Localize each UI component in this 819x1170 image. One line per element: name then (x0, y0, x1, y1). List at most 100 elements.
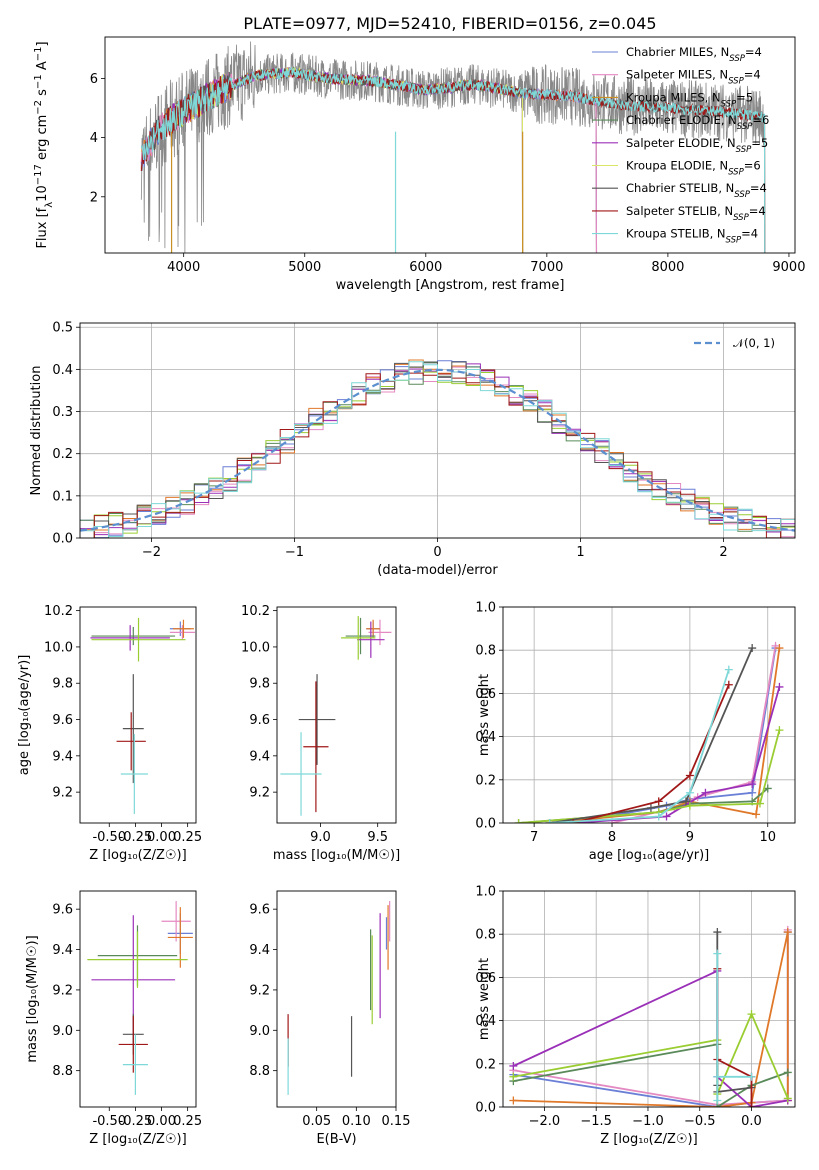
normal-curve (80, 368, 795, 532)
y-tick-label: 0.6 (475, 687, 496, 702)
x-tick-label: 0.25 (173, 1114, 202, 1129)
weight-marker (654, 797, 663, 806)
weight-marker (701, 788, 710, 797)
legend-label: Salpeter ELODIE, NSSP=5 (626, 136, 768, 155)
x-tick-label: 0.05 (302, 1114, 331, 1129)
y-tick-label: 0.4 (475, 730, 496, 745)
weight-marker (783, 1094, 792, 1103)
weight-marker (775, 644, 784, 653)
weight-marker (775, 726, 784, 735)
y-tick-label: 0.2 (475, 1057, 496, 1072)
weight-marker (514, 819, 523, 823)
x-axis-label: age [log₁₀(age/yr)] (589, 848, 710, 863)
x-axis-label: E(B-V) (316, 1132, 356, 1147)
weight-marker (545, 819, 554, 823)
y-tick-label: 1.0 (475, 885, 496, 900)
y-tick-label: 9.2 (52, 983, 73, 998)
legend-label: 𝒩(0, 1) (733, 336, 775, 350)
y-tick-label: 0.0 (475, 817, 496, 832)
panel-mass_vs_Z: -0.50-0.250.000.25 8.8 9.0 9.2 9.4 9.6 Z [log₁… (25, 890, 202, 1147)
errorbars (287, 901, 391, 1095)
weight-marker (783, 1068, 792, 1077)
x-tick-label: −1.5 (580, 1114, 612, 1129)
weight-marker (662, 812, 671, 821)
y-tick-label: 0.2 (475, 773, 496, 788)
weight-series (513, 929, 789, 1106)
panel-age_vs_mass: 9.0 9.5 9.2 9.4 9.6 9.8 10.0 10.2 mass [log₁₀(M/… (241, 604, 400, 863)
weight-marker (509, 1096, 518, 1105)
x-tick-label: -0.25 (119, 1114, 153, 1129)
panel-spectrum: 4000 5000 6000 7000 8000 9000 2 4 6 PLATE=0977, M… (33, 14, 806, 293)
x-tick-label: 5000 (288, 260, 321, 275)
weight-marker (724, 665, 733, 674)
x-tick-label: 0.10 (342, 1114, 371, 1129)
legend-label: Chabrier ELODIE, NSSP=6 (626, 113, 769, 132)
panel-mass_weight_age: 7 8 9 10 0.0 0.2 0.4 0.6 0.8 1.0 age [log₁₀(age/yr… (475, 601, 796, 863)
x-axis-label: wavelength [Angstrom, rest frame] (336, 278, 565, 293)
weight-series (572, 647, 777, 823)
y-tick-label: 9.4 (52, 749, 73, 764)
weight-series (513, 1043, 789, 1107)
weight-marker (747, 1072, 756, 1081)
y-tick-label: 9.8 (249, 677, 270, 692)
y-tick-label: 0.3 (52, 405, 73, 420)
x-tick-label: 6000 (409, 260, 442, 275)
panel-residuals: −2 −1 0 1 2 0.0 0.1 0.2 0.3 0.4 0.5 (data-model)/er… (29, 321, 796, 578)
weight-marker (685, 771, 694, 780)
weight-marker (747, 1103, 756, 1107)
panel-age_vs_Z: -0.50-0.250.000.25 9.2 9.4 9.6 9.8 10.0 10.2 Z … (17, 604, 202, 863)
y-tick-label: 0.0 (52, 532, 73, 547)
x-tick-label: -0.50 (92, 1114, 126, 1129)
panel-mass_vs_EBV: 0.05 0.10 0.15 8.8 9.0 9.2 9.4 9.6 E(B-V) (249, 890, 410, 1147)
y-tick-label: 9.2 (52, 786, 73, 801)
weight-series (513, 932, 789, 1107)
weight-lines (514, 641, 784, 823)
x-tick-label: 0 (433, 545, 441, 560)
y-tick-label: 9.6 (52, 903, 73, 918)
y-tick-label: 8.8 (249, 1064, 270, 1079)
x-tick-label: 9.5 (367, 830, 388, 845)
x-tick-label: 0.00 (147, 1114, 176, 1129)
legend-label: Chabrier STELIB, NSSP=4 (626, 181, 767, 200)
y-axis-label: mass [log₁₀(M/M☉)] (25, 935, 40, 1062)
weight-marker (654, 812, 663, 821)
legend-label: Chabrier MILES, NSSP=4 (626, 45, 762, 64)
x-tick-label: 9000 (772, 260, 805, 275)
legend-label: Salpeter MILES, NSSP=4 (626, 68, 761, 87)
chart-title: PLATE=0977, MJD=52410, FIBERID=0156, z=0… (243, 14, 656, 33)
x-tick-label: 8 (608, 830, 616, 845)
y-axis-label: Flux [fλ10−17 erg cm−2 s−1 A−1] (33, 41, 55, 248)
x-tick-label: 4000 (167, 260, 200, 275)
x-tick-label: −1 (285, 545, 304, 560)
y-tick-label: 9.6 (52, 713, 73, 728)
weight-marker (752, 810, 761, 819)
x-tick-label: 7 (530, 830, 538, 845)
x-tick-label: 0.0 (741, 1114, 762, 1129)
y-tick-label: 10.0 (44, 640, 73, 655)
y-tick-label: 8.8 (52, 1064, 73, 1079)
y-tick-label: 4 (90, 131, 98, 146)
weight-marker (569, 819, 578, 823)
errorbars (90, 617, 195, 814)
x-axis-label: mass [log₁₀(M/M☉)] (273, 848, 400, 863)
x-tick-label: 9 (686, 830, 694, 845)
x-tick-label: 8000 (651, 260, 684, 275)
y-tick-label: 9.8 (52, 677, 73, 692)
x-tick-label: −0.5 (684, 1114, 716, 1129)
weight-marker (755, 799, 764, 808)
histogram-series (80, 361, 795, 537)
y-tick-label: 9.2 (249, 786, 270, 801)
axes-frame (502, 606, 796, 824)
y-tick-label: 2 (90, 190, 98, 205)
y-tick-label: 0.0 (475, 1101, 496, 1116)
y-axis-label: mass weight (477, 958, 492, 1040)
axes-frame (79, 322, 796, 539)
y-tick-label: 9.4 (52, 943, 73, 958)
y-tick-label: 0.5 (52, 321, 73, 336)
legend-label: Kroupa ELODIE, NSSP=6 (626, 159, 761, 178)
spectrum-lines (140, 41, 766, 253)
weight-marker (775, 682, 784, 691)
x-axis-label: Z [log₁₀(Z/Z☉)] (89, 848, 186, 863)
weight-lines (509, 925, 792, 1107)
